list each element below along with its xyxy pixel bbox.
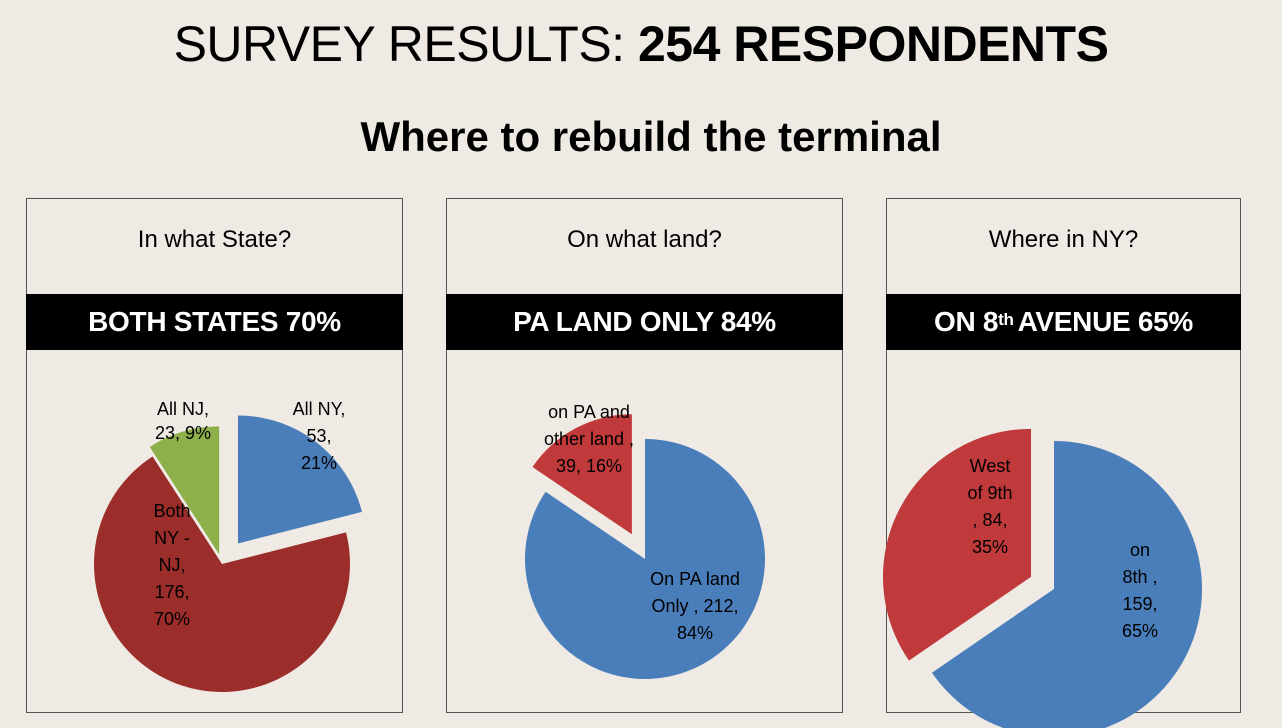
- banner-post: AVENUE 65%: [1017, 306, 1194, 337]
- page-subtitle: Where to rebuild the terminal: [360, 113, 942, 160]
- pie-slice-label: On PA land Only , 212, 84%: [650, 569, 740, 643]
- pie-slice: [931, 441, 1202, 728]
- pie-slice-label: West of 9th, 84, 35%: [967, 456, 1012, 557]
- pie-slice: [94, 456, 351, 692]
- pie-chart-land: On PA land Only , 212, 84% on PA and other l…: [525, 402, 765, 679]
- pie-slice-label: Both NY -NJ, 176, 70%: [153, 501, 190, 629]
- pie-slice-label: All NJ, 23, 9%: [155, 399, 211, 443]
- pie-slice: [532, 414, 632, 535]
- pie-slice-label: All NY, 53, 21%: [293, 399, 346, 473]
- chart-question: Where in NY?: [988, 226, 1139, 253]
- pie-slice: [149, 426, 220, 555]
- title-prefix: SURVEY RESULTS:: [173, 16, 626, 72]
- chart-panel-state: In what State? BOTH STATES 70% All NY, 53…: [26, 198, 403, 713]
- pie-chart-ny: on 8th , 159, 65% West of 9th, 84, 35%: [882, 428, 1202, 728]
- chart-question: In what State?: [137, 226, 292, 253]
- banner-pre: ON 8: [933, 306, 999, 337]
- page-title: SURVEY RESULTS: 254 RESPONDENTS: [0, 12, 1282, 76]
- pie-slice: [882, 428, 1031, 661]
- chart-question: On what land?: [567, 226, 722, 253]
- chart-panel-land: On what land? PA LAND ONLY 84% On PA lan…: [446, 198, 843, 713]
- title-bold: 254 RESPONDENTS: [637, 16, 1109, 72]
- chart-banner: PA LAND ONLY 84%: [446, 294, 843, 350]
- pie-chart-state: All NY, 53, 21% Both NY -NJ, 176, 70% All NJ, 23…: [94, 399, 362, 692]
- chart-banner: BOTH STATES 70%: [26, 294, 403, 350]
- pie-slice-label: on 8th , 159, 65%: [1122, 540, 1158, 641]
- pie-slice: [525, 439, 765, 679]
- pie-slice-label: on PA and other land , 39, 16%: [544, 402, 634, 476]
- pie-slice: [237, 415, 362, 544]
